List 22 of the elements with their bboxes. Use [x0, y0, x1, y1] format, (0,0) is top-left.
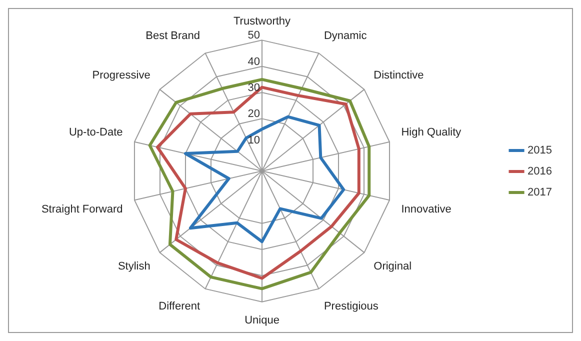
- spoke-label: Innovative: [401, 203, 452, 216]
- spoke-label: Straight Forward: [41, 203, 123, 216]
- y-tick-label: 50: [248, 30, 260, 42]
- spoke-label: Original: [374, 260, 412, 273]
- spoke-label: Distinctive: [374, 69, 424, 82]
- spoke-label: Dynamic: [324, 30, 368, 42]
- legend-label: 2015: [528, 144, 552, 157]
- spoke-label: Up-to-Date: [68, 126, 123, 139]
- spoke-label: High Quality: [401, 126, 462, 139]
- spoke-label: Progressive: [92, 69, 150, 82]
- legend-label: 2016: [528, 166, 552, 178]
- y-tick-label: 30: [248, 82, 260, 94]
- y-tick-label: 10: [248, 134, 260, 146]
- spoke-label: Prestigious: [324, 300, 379, 312]
- y-tick-label: 20: [248, 108, 260, 120]
- y-tick-label: 40: [248, 56, 260, 68]
- spoke-label: Best Brand: [146, 30, 200, 42]
- spoke-label: Different: [158, 300, 200, 312]
- legend-label: 2017: [528, 186, 552, 199]
- spoke-label: Stylish: [118, 260, 150, 273]
- spoke-label: Unique: [244, 314, 280, 326]
- spoke-label: Trustworthy: [233, 16, 292, 28]
